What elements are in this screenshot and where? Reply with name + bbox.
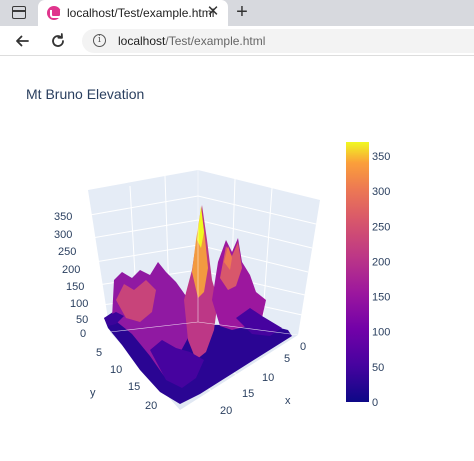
tab-strip: localhost/Test/example.html ✕ + — [0, 0, 474, 26]
colorbar-tick-350: 350 — [372, 151, 390, 163]
x-tick-0: 0 — [300, 341, 306, 353]
y-axis: 0 5 10 15 20 y — [80, 328, 157, 412]
colorbar-tick-50: 50 — [372, 362, 384, 374]
x-tick-5: 5 — [284, 353, 290, 365]
url-path: /Test/example.html — [165, 34, 266, 48]
z-tick-250: 250 — [58, 246, 76, 258]
colorbar-tick-250: 250 — [372, 221, 390, 233]
y-tick-5: 5 — [96, 347, 102, 359]
y-tick-10: 10 — [110, 364, 122, 376]
y-tick-0: 0 — [80, 328, 86, 340]
colorbar-tick-0: 0 — [372, 397, 378, 409]
x-axis-label: x — [285, 395, 291, 407]
z-tick-200: 200 — [62, 264, 80, 276]
x-axis: 0 5 10 15 20 x — [220, 341, 306, 417]
new-tab-button[interactable]: + — [236, 1, 248, 23]
z-tick-50: 50 — [76, 314, 88, 326]
colorbar-tick-200: 200 — [372, 256, 390, 268]
surface — [104, 205, 292, 404]
x-tick-10: 10 — [262, 372, 274, 384]
reload-icon[interactable] — [47, 30, 69, 52]
colorbar-tick-150: 150 — [372, 292, 390, 304]
y-axis-label: y — [90, 387, 96, 399]
navigation-bar: i localhost/Test/example.html — [0, 26, 474, 56]
url-host: localhost — [118, 34, 166, 48]
x-tick-20: 20 — [220, 405, 232, 417]
favicon-icon — [47, 6, 62, 20]
z-tick-300: 300 — [54, 229, 72, 241]
tab-active[interactable]: localhost/Test/example.html ✕ — [38, 0, 228, 26]
tab-close-icon[interactable]: ✕ — [206, 3, 220, 20]
colorbar-tick-100: 100 — [372, 327, 390, 339]
colorbar: 0 50 100 150 200 250 300 350 — [346, 142, 390, 409]
y-tick-15: 15 — [128, 381, 140, 393]
plot-title: Mt Bruno Elevation — [26, 86, 145, 102]
y-tick-20: 20 — [145, 400, 157, 412]
info-icon[interactable]: i — [93, 34, 106, 47]
colorbar-tick-300: 300 — [372, 186, 390, 198]
z-tick-100: 100 — [70, 298, 88, 310]
tab-title: localhost/Test/example.html — [67, 6, 215, 20]
z-axis: 350 300 250 200 150 100 50 — [54, 211, 88, 326]
z-tick-150: 150 — [66, 281, 84, 293]
address-bar[interactable]: i localhost/Test/example.html — [82, 29, 474, 53]
box-edges — [109, 170, 299, 336]
sidebar-toggle-icon[interactable] — [12, 6, 26, 19]
colorbar-gradient — [346, 142, 369, 402]
z-tick-350: 350 — [54, 211, 72, 223]
x-tick-15: 15 — [242, 388, 254, 400]
url-text[interactable]: localhost/Test/example.html — [118, 34, 265, 48]
colorbar-ticks: 0 50 100 150 200 250 300 350 — [372, 151, 390, 409]
back-arrow-icon[interactable] — [11, 30, 33, 52]
